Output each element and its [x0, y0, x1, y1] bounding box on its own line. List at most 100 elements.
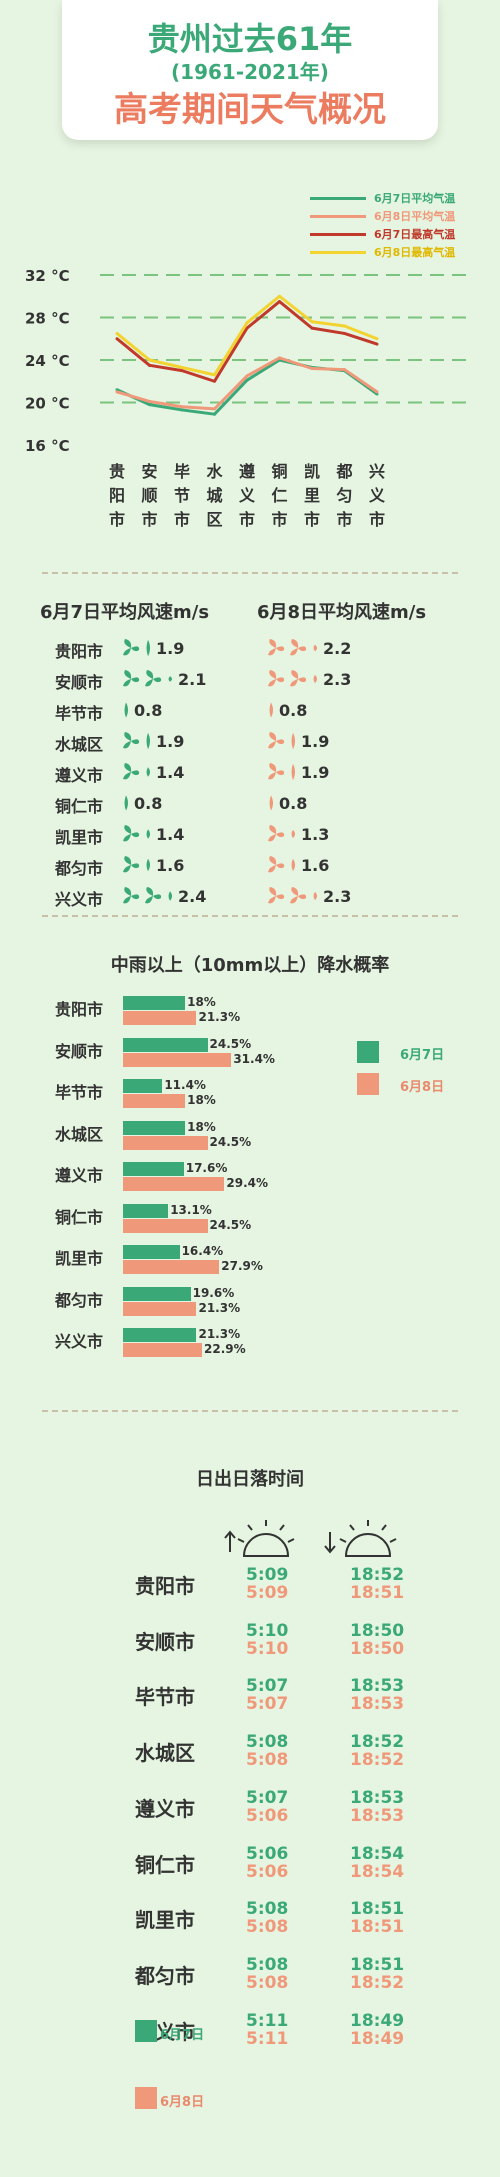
sunset-time: 18:51: [350, 1899, 405, 1920]
series-point: [148, 399, 151, 403]
wind-fan-partial-icon: [269, 795, 273, 811]
sunrise-time: 5:08: [246, 1917, 289, 1938]
series-point: [245, 326, 249, 330]
wind-fan-partial-icon: [269, 702, 273, 718]
wind-fan-icon: [268, 825, 285, 842]
x-tick-label: 市: [336, 510, 352, 529]
series-point: [180, 369, 184, 373]
sun-city-label: 贵阳市: [135, 1574, 195, 1598]
title-sub: 高考期间天气概况: [114, 90, 386, 130]
wind-speed-value: 1.4: [156, 762, 185, 782]
precip-city-label: 毕节市: [55, 1083, 104, 1102]
precip-bar-label: 24.5%: [209, 1217, 252, 1232]
precip-bar-label: 18%: [187, 995, 216, 1009]
sunset-time: 18:53: [350, 1787, 405, 1808]
precip-bar-0608: [123, 1301, 197, 1316]
wind-city-label: 凯里市: [55, 828, 104, 847]
sunset-time: 18:53: [350, 1805, 405, 1826]
series-point: [115, 388, 119, 392]
precip-bar-0608: [123, 1343, 202, 1357]
precip-bar-0607: [123, 1037, 208, 1052]
legend-item-max-0607: 6月7日最高气温: [310, 226, 455, 242]
series-point: [278, 294, 281, 298]
sunrise-time: 5:08: [246, 1732, 289, 1753]
wind-fan-icon: [268, 639, 285, 656]
x-tick-label: 铜: [271, 462, 287, 481]
wind-speed-value: 1.6: [156, 855, 185, 875]
wind-fan-partial-icon: [313, 674, 317, 684]
wind-city-label: 兴义市: [55, 890, 104, 909]
wind-value-0607: 0.8: [120, 699, 162, 721]
series-point: [115, 331, 119, 335]
sunrise-time: 5:07: [246, 1787, 289, 1808]
x-tick-label: 节: [174, 486, 190, 505]
sun-city-label: 安顺市: [135, 1629, 195, 1654]
wind-fan-icon: [268, 763, 285, 780]
series-point: [180, 408, 184, 412]
wind-fan-icon: [145, 887, 162, 904]
series-point: [310, 320, 314, 324]
wind-speed-value: 0.8: [279, 700, 308, 720]
wind-fan-icon: [268, 732, 285, 749]
wind-fan-partial-icon: [291, 732, 295, 750]
wind-fan-icon: [145, 670, 162, 687]
sunset-time: 18:52: [350, 1732, 405, 1753]
sunrise-time: 5:07: [246, 1676, 289, 1697]
wind-city-label: 安顺市: [55, 673, 104, 692]
legend-label: 6月7日最高气温: [374, 228, 456, 241]
precip-bar-label: 24.5%: [209, 1036, 252, 1051]
wind-value-0607: 1.4: [120, 823, 184, 845]
title-card: 贵州过去61年 (1961-2021年) 高考期间天气概况: [62, 0, 438, 140]
precip-legend-swatch-0607: [357, 1041, 379, 1063]
precip-bar-0608: [123, 1094, 186, 1108]
wind-speed-value: 2.3: [323, 669, 352, 689]
series-point: [213, 407, 216, 411]
legend-swatch: [310, 250, 366, 254]
x-tick-label: 市: [174, 510, 190, 529]
wind-speed-value: 0.8: [134, 793, 163, 813]
precip-bar-label: 19.6%: [192, 1285, 235, 1300]
wind-value-0607: 0.8: [120, 792, 162, 814]
wind-fan-partial-icon: [146, 829, 150, 839]
sun-city-label: 毕节市: [135, 1685, 195, 1710]
sun-title: 日出日落时间: [196, 1469, 304, 1490]
x-tick-label: 凯: [304, 462, 320, 481]
sun-legend-swatch-0607: [135, 2020, 157, 2042]
sunrise-time: 5:11: [246, 2028, 289, 2049]
wind-fan-partial-icon: [146, 732, 150, 750]
wind-value-0607: 1.9: [120, 637, 184, 659]
x-tick-label: 安: [141, 462, 157, 481]
wind-fan-icon: [123, 732, 140, 749]
x-tick-label: 市: [271, 510, 287, 529]
wind-fan-partial-icon: [291, 858, 295, 872]
legend-swatch: [310, 232, 366, 236]
series-point: [310, 326, 314, 330]
x-tick-label: 遵: [239, 462, 256, 481]
series-point: [115, 390, 119, 394]
wind-speed-value: 2.3: [323, 886, 352, 906]
precip-bar-0608: [123, 1052, 232, 1067]
wind-fan-partial-icon: [146, 767, 150, 777]
wind-city-label: 贵阳市: [55, 642, 104, 661]
series-point: [343, 324, 346, 328]
series-point: [180, 405, 184, 409]
sunrise-time: 5:10: [246, 1620, 289, 1641]
wind-title-0607: 6月7日平均风速m/s: [40, 602, 210, 623]
wind-fan-icon: [268, 887, 285, 904]
x-tick-label: 里: [304, 486, 320, 505]
wind-speed-value: 2.1: [178, 669, 207, 689]
series-point: [375, 390, 379, 394]
wind-fan-partial-icon: [291, 829, 295, 839]
sun-city-label: 遵义市: [135, 1796, 195, 1821]
wind-city-label: 铜仁市: [55, 797, 104, 816]
precip-bar-label: 24.5%: [209, 1134, 252, 1149]
sunrise-time: 5:09: [246, 1565, 289, 1585]
legend-swatch: [310, 196, 366, 200]
precip-bar-0607: [123, 1120, 186, 1135]
sunset-time: 18:52: [350, 1972, 405, 1993]
wind-value-0607: 1.6: [120, 854, 184, 876]
series-point: [375, 342, 379, 346]
precip-legend-label-0608: 6月8日: [400, 1080, 445, 1095]
y-tick-label: 24 °C: [25, 352, 70, 370]
sunrise-time: 5:06: [246, 1843, 289, 1864]
